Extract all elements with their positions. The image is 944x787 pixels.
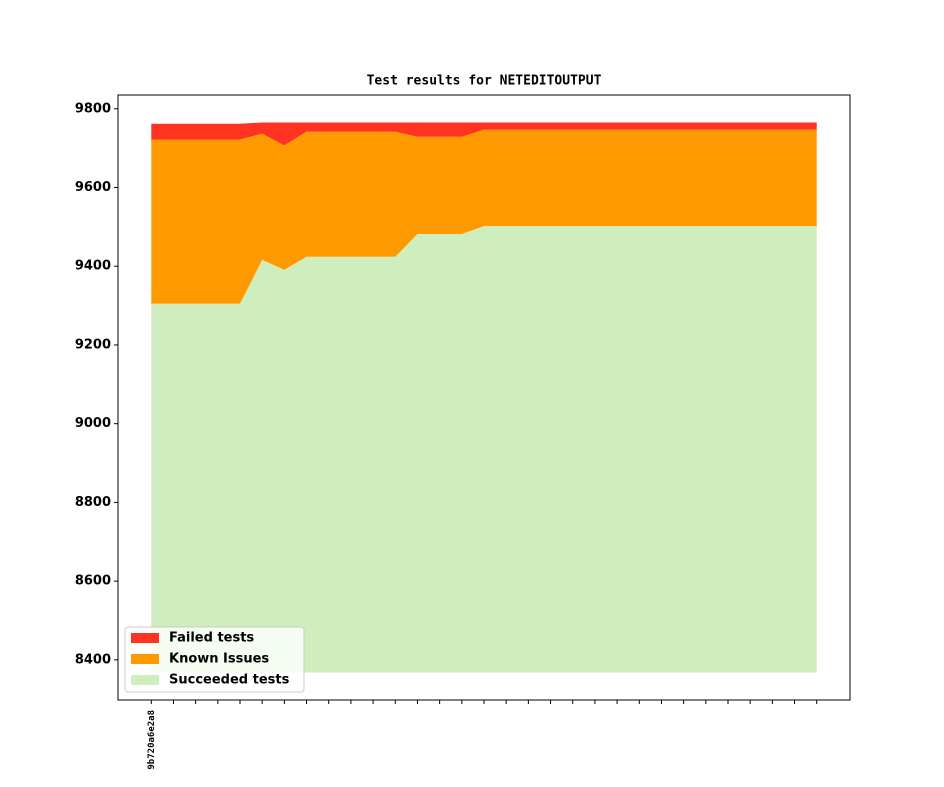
legend-swatch: [131, 675, 159, 685]
legend-swatch: [131, 654, 159, 664]
legend-label: Succeeded tests: [169, 673, 290, 688]
legend-swatch: [131, 633, 159, 643]
y-tick-label: 8400: [75, 652, 111, 667]
y-tick-label: 9600: [75, 180, 111, 195]
area: [151, 226, 817, 673]
y-tick-label: 9000: [75, 416, 111, 431]
y-tick-label: 9400: [75, 259, 111, 274]
y-tick-label: 9200: [75, 337, 111, 352]
legend-label: Failed tests: [169, 631, 254, 646]
area: [151, 129, 817, 304]
y-tick-label: 8800: [75, 495, 111, 510]
chart-title: Test results for NETEDITOUTPUT: [367, 74, 602, 89]
legend-box: [124, 626, 305, 693]
y-tick-label: 8600: [75, 574, 111, 589]
x-tick-label: 9b720a6e2a8: [147, 710, 157, 770]
area: [151, 122, 817, 146]
legend: Failed tests Known Issues Succeeded tests: [124, 626, 305, 693]
legend-label: Known Issues: [169, 652, 269, 667]
y-tick-label: 9800: [75, 101, 111, 116]
